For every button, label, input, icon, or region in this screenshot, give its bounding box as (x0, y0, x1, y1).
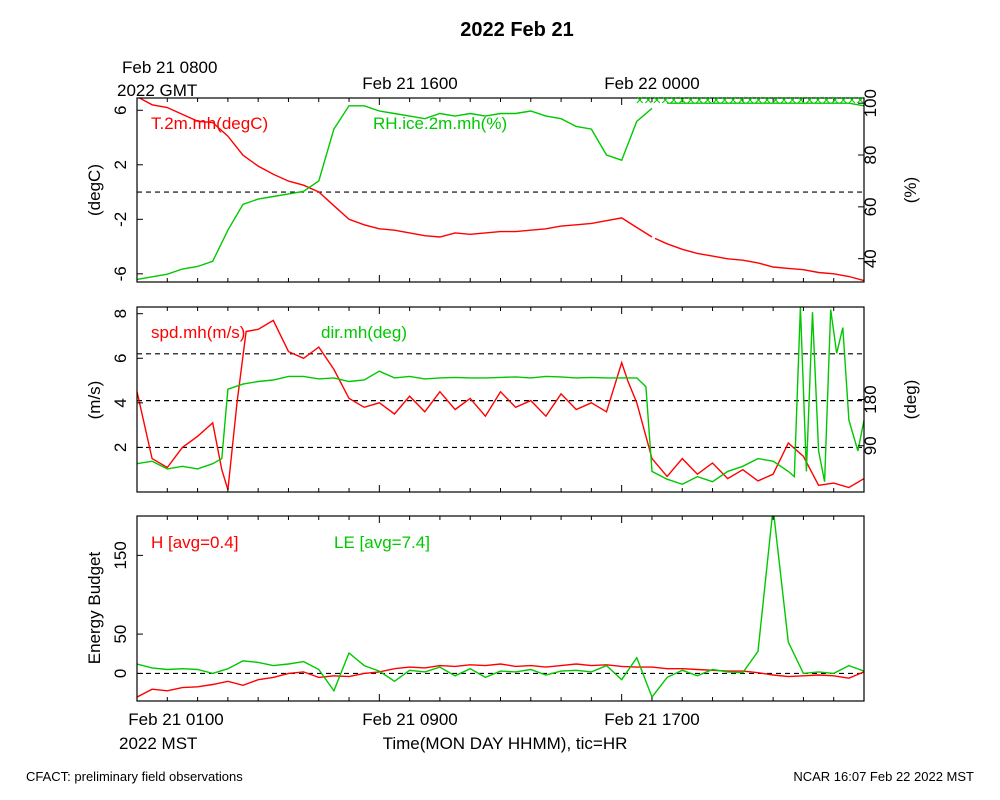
mst-start-label-line1: Feb 21 0100 (128, 710, 223, 729)
top-saturation-marker (721, 96, 729, 104)
top-left-axis-label: (degC) (85, 164, 104, 216)
gmt-tick-label-1: Feb 21 1600 (362, 74, 457, 93)
middle-series-0-line (137, 319, 864, 491)
top-saturation-marker (678, 96, 686, 104)
top-right-tick-label: 60 (861, 197, 880, 216)
middle-left-axis-label: (m/s) (85, 381, 104, 420)
top-saturation-marker (755, 96, 762, 104)
top-saturation-marker (763, 96, 771, 104)
top-saturation-marker (661, 96, 669, 104)
top-saturation-marker (848, 96, 856, 104)
gmt-start-label-line1: Feb 21 0800 (122, 58, 217, 77)
mst-tick-label-2: Feb 21 1700 (604, 710, 699, 729)
top-saturation-marker (823, 96, 830, 104)
middle-series-1-label: dir.mh(deg) (321, 323, 407, 342)
top-saturation-marker (746, 96, 754, 104)
top-series-1-line (654, 237, 864, 282)
middle-right-tick-label: 180 (861, 385, 880, 413)
top-left-tick-label: -2 (111, 212, 130, 227)
top-saturation-marker (806, 96, 813, 104)
gmt-start-label-line2: 2022 GMT (117, 81, 197, 100)
bottom-series-1-line (137, 516, 864, 699)
top-saturation-marker (687, 96, 695, 104)
footer-right: NCAR 16:07 Feb 22 2022 MST (793, 769, 974, 784)
bottom-series-0-label: H [avg=0.4] (151, 533, 238, 552)
bottom-series-0-line (137, 663, 864, 698)
top-saturation-marker (670, 96, 678, 104)
top-right-tick-label: 100 (861, 89, 880, 117)
top-left-tick-label: 2 (111, 160, 130, 169)
middle-left-tick-label: 6 (111, 354, 130, 363)
bottom-series-1-label: LE [avg=7.4] (334, 533, 430, 552)
chart-title: 2022 Feb 21 (460, 19, 573, 41)
top-series-2-line (137, 105, 653, 281)
top-saturation-marker (704, 96, 712, 104)
top-saturation-marker (797, 96, 805, 104)
top-saturation-marker (814, 96, 822, 104)
top-series-0-line (138, 98, 653, 238)
middle-series-1-line (137, 307, 864, 486)
middle-series-0-label: spd.mh(m/s) (151, 323, 245, 342)
top-saturation-marker (644, 96, 652, 104)
middle-left-tick-label: 2 (111, 443, 130, 452)
middle-panel: 8 6 4 2 180 90 (deg) (m/s) spd.mh(m/s) dir.mh(deg… (85, 306, 920, 493)
top-saturation-marker (831, 96, 839, 104)
top-series-0-label: T.2m.mh(degC) (151, 114, 268, 133)
mst-start-label-line2: 2022 MST (119, 734, 197, 753)
middle-right-axis-label: (deg) (901, 380, 920, 420)
top-series-2-label: RH.ice.2m.mh(%) (373, 114, 507, 133)
top-saturation-marker (772, 96, 779, 104)
top-saturation-marker (857, 96, 864, 104)
bottom-left-tick-label: 50 (111, 625, 130, 644)
middle-left-tick-label: 8 (111, 309, 130, 318)
top-right-tick-label: 80 (861, 146, 880, 165)
gmt-tick-label-2: Feb 22 0000 (604, 74, 699, 93)
top-saturation-marker (780, 96, 788, 104)
top-saturation-marker (695, 96, 703, 104)
bottom-left-tick-label: 0 (111, 669, 130, 678)
top-left-tick-label: -6 (111, 266, 130, 281)
bottom-panel: 150 50 0 Energy Budget H [avg=0.4] LE [avg=7.… (85, 515, 865, 702)
top-saturation-marker (738, 96, 745, 104)
middle-left-tick-label: 4 (111, 398, 130, 407)
top-saturation-marker (840, 96, 847, 104)
top-saturation-marker (789, 96, 796, 104)
bottom-left-tick-label: 150 (111, 541, 130, 569)
top-right-tick-label: 40 (861, 249, 880, 268)
top-saturation-marker (712, 96, 720, 104)
top-saturation-marker (636, 96, 644, 104)
top-left-tick-label: 6 (111, 106, 130, 115)
footer-left: CFACT: preliminary field observations (26, 769, 243, 784)
x-axis-label: Time(MON DAY HHMM), tic=HR (383, 734, 628, 753)
top-panel: 6 2 -2 -6 100 80 60 40 (%) (degC) T.2m.mh(degC) RH.… (85, 89, 920, 283)
middle-right-tick-label: 90 (861, 436, 880, 455)
top-series-3-line (667, 102, 864, 107)
mst-tick-label-1: Feb 21 0900 (362, 710, 457, 729)
bottom-left-axis-label: Energy Budget (85, 551, 104, 664)
top-right-axis-label: (%) (901, 177, 920, 203)
top-saturation-marker (729, 96, 737, 104)
top-saturation-marker (653, 96, 661, 104)
